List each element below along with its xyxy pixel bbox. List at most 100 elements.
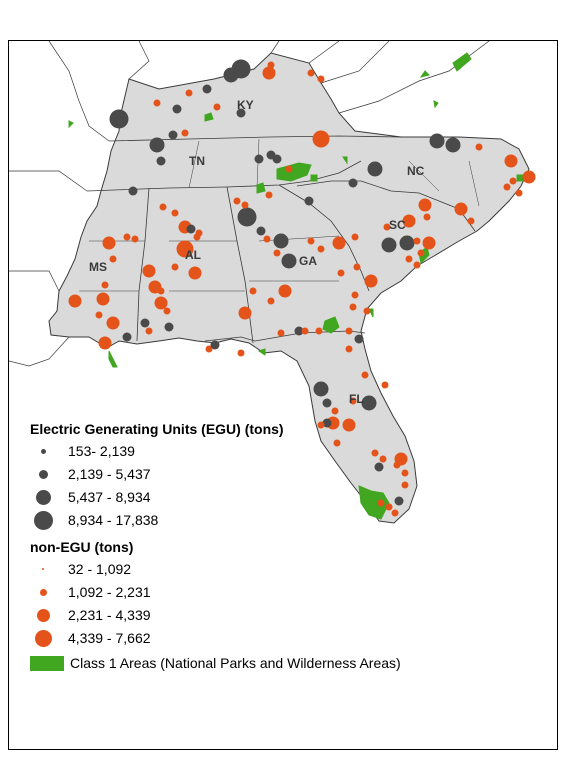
non-egu-dot	[37, 609, 50, 622]
egu-source	[294, 326, 304, 336]
al-ga-border	[226, 186, 254, 344]
non-egu-source	[418, 198, 432, 212]
non-egu-source	[361, 371, 369, 379]
non-egu-source	[154, 296, 168, 310]
non-egu-legend-row: 4,339 - 7,662	[30, 627, 550, 650]
egu-legend-row: 8,934 - 17,838	[30, 509, 550, 532]
non-egu-source	[157, 287, 165, 295]
non-egu-source	[349, 303, 357, 311]
egu-symbol	[30, 486, 58, 509]
class1-area	[108, 350, 118, 368]
non-egu-source	[102, 236, 116, 250]
non-egu-source	[423, 213, 431, 221]
non-egu-source	[171, 209, 179, 217]
non-egu-source	[171, 263, 179, 271]
ms-al-border	[136, 187, 150, 342]
egu-source	[313, 381, 329, 397]
non-egu-source	[109, 255, 117, 263]
egu-class-label: 2,139 - 5,437	[68, 466, 151, 482]
egu-legend-title: Electric Generating Units (EGU) (tons)	[30, 421, 284, 437]
non-egu-source	[337, 269, 345, 277]
non-egu-source	[159, 203, 167, 211]
egu-dot	[34, 511, 53, 530]
egu-source	[149, 137, 165, 153]
egu-source	[374, 462, 384, 472]
non-egu-source	[185, 89, 193, 97]
non-egu-source	[364, 274, 378, 288]
egu-source	[399, 235, 415, 251]
non-egu-symbol	[30, 604, 58, 627]
egu-source	[210, 340, 220, 350]
non-egu-class-label: 4,339 - 7,662	[68, 630, 151, 646]
egu-legend-row: 5,437 - 8,934	[30, 486, 550, 509]
egu-dot	[41, 449, 46, 454]
class1-area	[310, 174, 318, 182]
egu-source	[304, 196, 314, 206]
non-egu-source	[312, 130, 330, 148]
non-egu-source	[381, 381, 389, 389]
non-egu-source	[379, 455, 387, 463]
non-egu-legend-row: 2,231 - 4,339	[30, 604, 550, 627]
non-egu-source	[401, 481, 409, 489]
egu-source	[156, 156, 166, 166]
ky-tn-border	[108, 135, 402, 142]
non-egu-source	[145, 327, 153, 335]
state-label-nc: NC	[407, 164, 425, 178]
legend: Electric Generating Units (EGU) (tons) 1…	[30, 418, 550, 675]
non-egu-source	[263, 235, 271, 243]
egu-symbol	[30, 463, 58, 486]
non-egu-source	[515, 189, 523, 197]
non-egu-source	[385, 503, 393, 511]
map-frame: KY TN NC SC MS AL GA FL	[8, 40, 558, 750]
non-egu-source	[391, 509, 399, 517]
non-egu-source	[273, 249, 281, 257]
state-label-ga: GA	[299, 254, 317, 268]
egu-source	[256, 226, 266, 236]
non-egu-source	[317, 75, 325, 83]
class1-area	[257, 348, 266, 356]
egu-source	[322, 418, 332, 428]
egu-source	[202, 84, 212, 94]
class1-area	[452, 52, 472, 72]
state-label-fl: FL	[349, 392, 364, 406]
egu-source	[361, 395, 377, 411]
non-egu-source	[383, 223, 391, 231]
non-egu-source	[267, 297, 275, 305]
egu-source	[140, 318, 150, 328]
egu-class-label: 5,437 - 8,934	[68, 489, 151, 505]
ohio-river-line	[48, 41, 110, 142]
class1-area	[256, 182, 266, 194]
non-egu-source	[345, 345, 353, 353]
non-egu-source	[522, 170, 536, 184]
non-egu-source	[213, 103, 221, 111]
ga-sc-border	[278, 184, 370, 292]
arkansas-line	[9, 170, 88, 292]
non-egu-class-label: 1,092 - 2,231	[68, 584, 151, 600]
non-egu-source	[332, 236, 346, 250]
neighboring-state-lines	[9, 41, 490, 367]
non-egu-source	[233, 197, 241, 205]
egu-source	[367, 161, 383, 177]
non-egu-source	[307, 69, 315, 77]
non-egu-class-label: 2,231 - 4,339	[68, 607, 151, 623]
non-egu-source	[377, 499, 385, 507]
non-egu-source	[188, 266, 202, 280]
non-egu-source	[123, 233, 131, 241]
non-egu-source	[153, 99, 161, 107]
class1-area	[433, 100, 439, 109]
non-egu-source	[467, 217, 475, 225]
non-egu-source	[351, 233, 359, 241]
non-egu-source	[503, 183, 511, 191]
egu-dot	[39, 470, 48, 479]
non-egu-source	[142, 264, 156, 278]
egu-source	[122, 332, 132, 342]
egu-source	[168, 130, 178, 140]
egu-source	[164, 322, 174, 332]
non-egu-source	[405, 255, 413, 263]
emission-sources	[68, 59, 536, 517]
non-egu-source	[262, 66, 276, 80]
egu-symbol	[30, 440, 58, 463]
non-egu-source	[475, 143, 483, 151]
non-egu-source	[401, 469, 409, 477]
egu-source	[254, 154, 264, 164]
